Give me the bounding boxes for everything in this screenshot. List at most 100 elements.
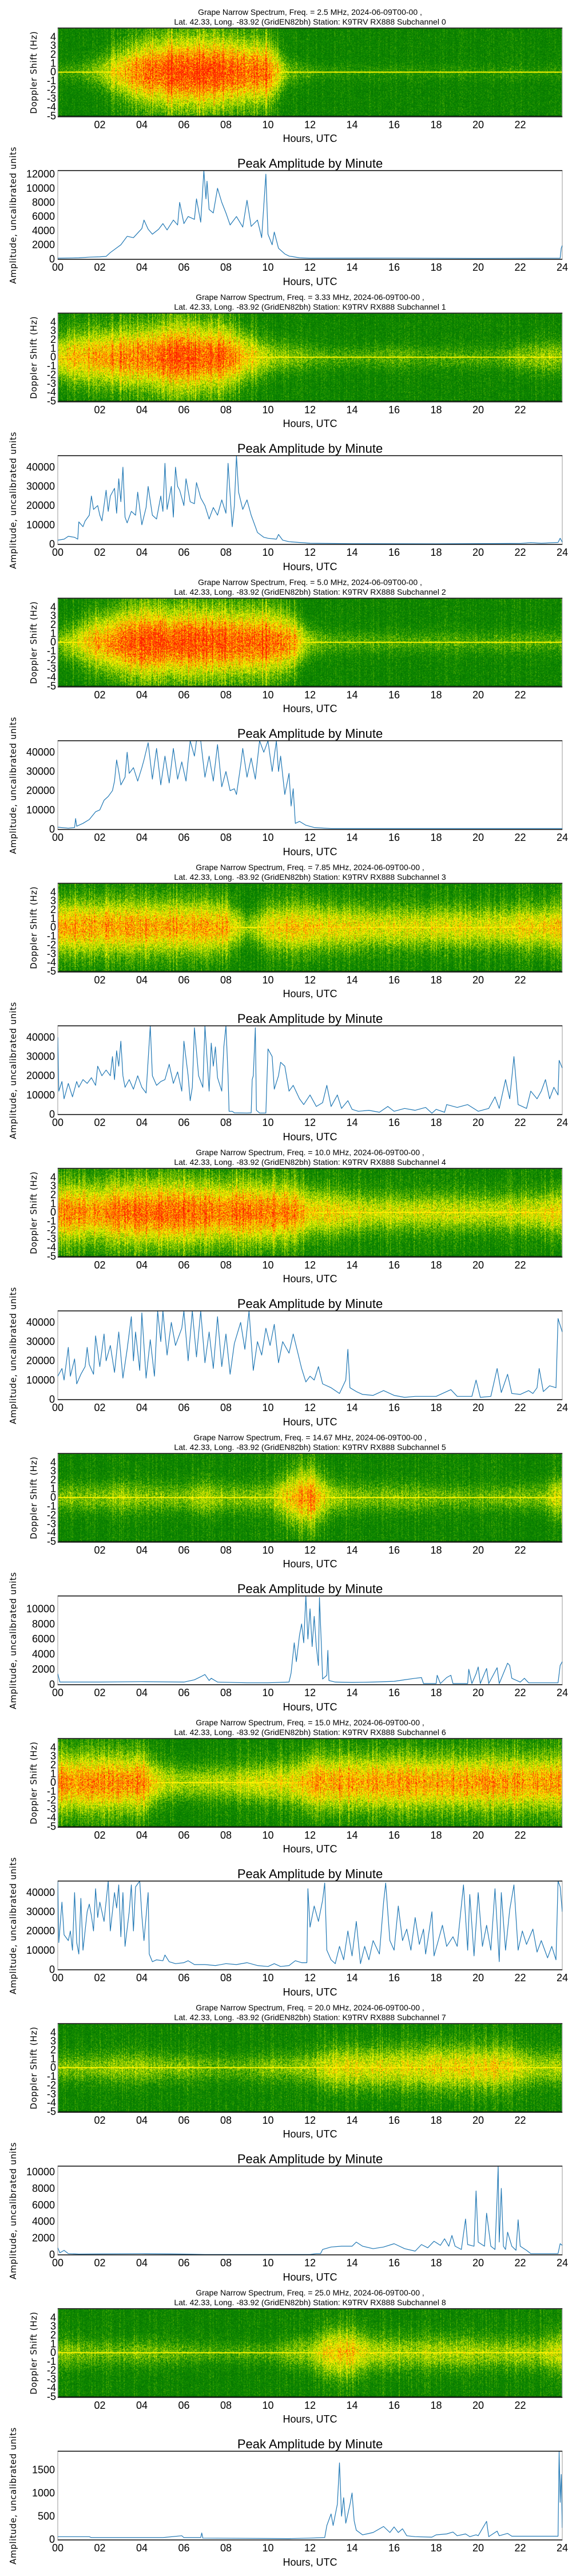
x-tick-label: 06: [178, 974, 189, 986]
x-tick-label: 24: [557, 1687, 568, 1698]
x-tick-label: 02: [94, 2400, 105, 2411]
x-tick-label: 20: [472, 1259, 484, 1271]
x-tick-label: 04: [136, 547, 148, 558]
y-tick-label: 0: [50, 1777, 56, 1788]
x-tick-label: 20: [472, 404, 484, 416]
chart-title-line-2: Lat. 42.33, Long. -83.92 (GridEN82bh) St…: [174, 872, 446, 882]
x-tick-label: 00: [52, 832, 63, 843]
x-tick-label: 08: [220, 2400, 232, 2411]
x-tick-label: 22: [514, 2400, 526, 2411]
y-axis-label: Doppler Shift (Hz): [29, 1741, 39, 1824]
x-tick-label: 06: [178, 1687, 189, 1698]
x-tick-label: 04: [136, 1972, 148, 1984]
x-tick-label: 06: [178, 1117, 189, 1128]
x-tick-label: 08: [220, 262, 232, 273]
y-tick-label: -5: [47, 680, 56, 692]
y-tick-label: -1: [47, 1500, 56, 1512]
x-tick-label: 02: [94, 1544, 105, 1556]
chart-title: Peak Amplitude by Minute: [237, 441, 383, 456]
x-tick-label: 20: [472, 2400, 484, 2411]
x-tick-label: 18: [430, 2257, 442, 2269]
y-tick-label: 4: [50, 1171, 56, 1183]
y-tick-label: 1: [50, 2338, 56, 2349]
y-axis-label: Amplitude, uncalibrated units: [8, 432, 18, 569]
x-tick-label: 24: [557, 1402, 568, 1413]
x-tick-label: 06: [178, 2115, 189, 2126]
x-tick-label: 22: [514, 2115, 526, 2126]
chart-title-line-1: Grape Narrow Spectrum, Freq. = 15.0 MHz,…: [196, 1718, 424, 1727]
y-tick-label: 4: [50, 31, 56, 42]
spectrogram-heatmap: [58, 598, 562, 687]
x-tick-label: 00: [52, 262, 63, 273]
x-tick-label: 12: [304, 1117, 316, 1128]
y-tick-label: -3: [47, 948, 56, 959]
y-tick-label: -1: [47, 75, 56, 86]
y-tick-label: -1: [47, 1785, 56, 1797]
y-tick-label: -1: [47, 930, 56, 942]
chart-title-line-1: Grape Narrow Spectrum, Freq. = 5.0 MHz, …: [198, 578, 422, 587]
x-axis-label: Hours, UTC: [283, 2128, 337, 2140]
x-tick-label: 10: [262, 1259, 273, 1271]
y-axis-label: Doppler Shift (Hz): [29, 31, 39, 114]
x-tick-label: 18: [430, 404, 442, 416]
x-tick-label: 02: [94, 1830, 105, 1841]
amplitude-panel: Peak Amplitude by Minute 0 10000 20000 30000…: [8, 432, 568, 572]
y-tick-label: -1: [47, 360, 56, 372]
x-tick-label: 24: [557, 547, 568, 558]
chart-title-line-2: Lat. 42.33, Long. -83.92 (GridEN82bh) St…: [174, 2013, 446, 2022]
y-tick-label: 3: [50, 1180, 56, 1192]
x-tick-label: 02: [94, 974, 105, 986]
x-tick-label: 20: [472, 547, 484, 558]
x-tick-label: 22: [514, 1544, 526, 1556]
x-tick-label: 22: [514, 119, 526, 131]
x-tick-label: 10: [262, 1687, 273, 1698]
y-tick-label: 4: [50, 2026, 56, 2038]
y-tick-label: 8000: [32, 197, 55, 208]
chart-title: Peak Amplitude by Minute: [237, 726, 383, 741]
x-tick-label: 14: [346, 974, 357, 986]
x-tick-label: 24: [557, 1972, 568, 1984]
x-tick-label: 02: [94, 119, 105, 131]
x-tick-label: 16: [388, 974, 400, 986]
y-tick-label: -5: [47, 395, 56, 406]
x-tick-label: 08: [220, 547, 232, 558]
x-tick-label: 18: [430, 1259, 442, 1271]
y-tick-label: 4000: [32, 225, 55, 236]
amplitude-panel: Peak Amplitude by Minute0200040006000800…: [8, 2142, 568, 2283]
y-tick-label: 20000: [26, 1925, 55, 1937]
x-tick-label: 02: [94, 1117, 105, 1128]
y-tick-label: 10000: [26, 1603, 55, 1614]
x-tick-label: 12: [304, 547, 316, 558]
amplitude-series-line: [58, 1026, 562, 1114]
y-tick-label: 4: [50, 1741, 56, 1753]
x-tick-label: 08: [220, 1972, 232, 1984]
x-tick-label: 00: [52, 2257, 63, 2269]
x-tick-label: 12: [304, 404, 316, 416]
x-tick-label: 12: [304, 1687, 316, 1698]
chart-title-line-1: Grape Narrow Spectrum, Freq. = 2.5 MHz, …: [198, 7, 422, 17]
x-tick-label: 04: [136, 1830, 148, 1841]
x-tick-label: 08: [220, 1402, 232, 1413]
y-tick-label: -3: [47, 2088, 56, 2100]
y-tick-label: 0: [49, 1393, 55, 1405]
amplitude-panel: Peak Amplitude by Minute0200040006000800…: [8, 147, 568, 287]
spectrogram-heatmap: [58, 1453, 562, 1542]
x-tick-label: 10: [262, 974, 273, 986]
x-tick-label: 14: [346, 689, 357, 701]
y-tick-label: 2000: [32, 1664, 55, 1675]
x-axis-label: Hours, UTC: [283, 561, 337, 572]
y-tick-label: -4: [47, 671, 56, 683]
x-tick-label: 20: [472, 1687, 484, 1698]
y-tick-label: 2: [50, 2329, 56, 2341]
spectrogram-frame: [57, 313, 563, 402]
x-tick-label: 06: [178, 119, 189, 131]
x-tick-label: 04: [136, 832, 148, 843]
amplitude-series-line: [58, 1596, 562, 1684]
x-axis-label: Hours, UTC: [283, 276, 337, 287]
x-tick-label: 20: [472, 2257, 484, 2269]
y-tick-label: 4000: [32, 1649, 55, 1660]
y-tick-label: 0: [50, 66, 56, 78]
y-tick-label: -4: [47, 1527, 56, 1538]
x-axis-label: Hours, UTC: [283, 1843, 337, 1855]
y-tick-label: -3: [47, 93, 56, 104]
